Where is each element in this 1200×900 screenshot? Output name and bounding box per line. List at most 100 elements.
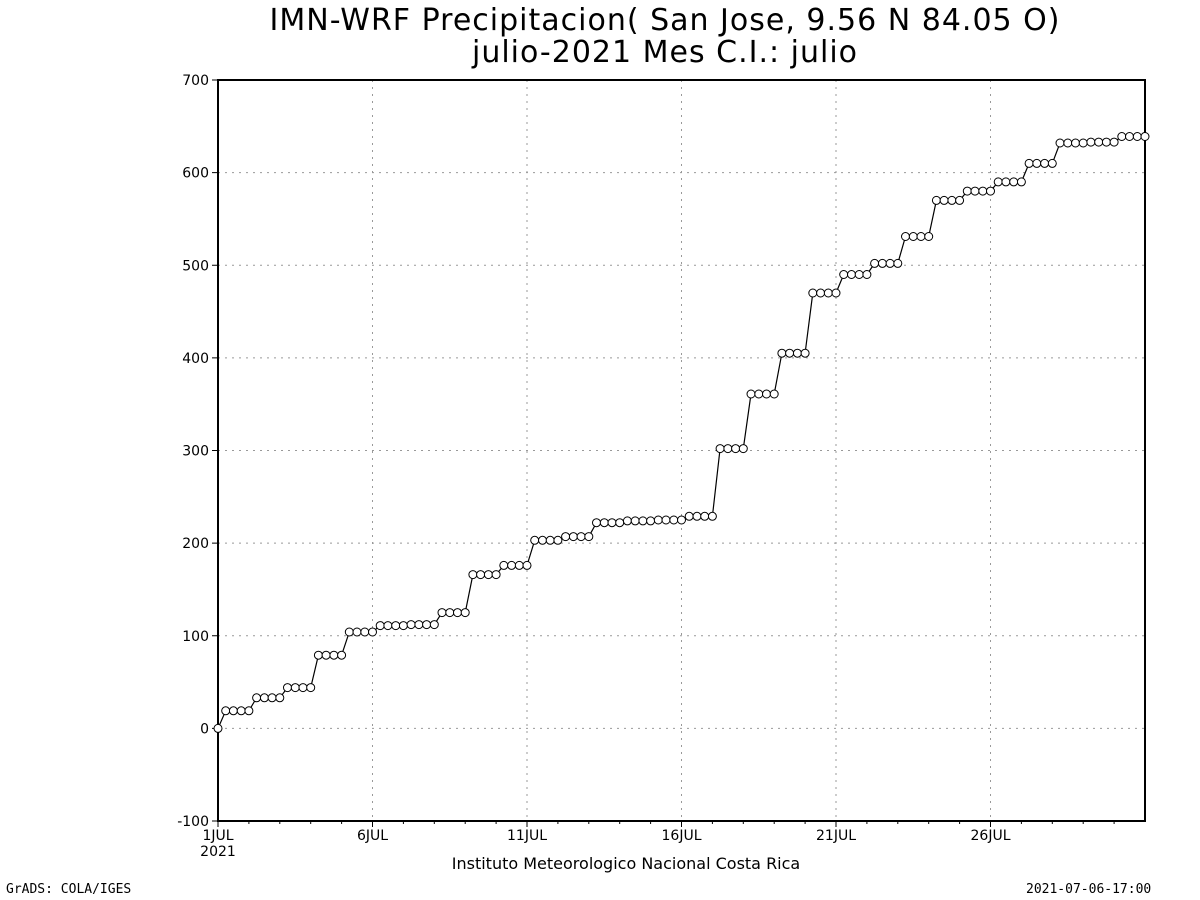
data-point — [313, 650, 323, 660]
data-point — [290, 683, 300, 693]
series-line — [213, 132, 1150, 733]
data-point — [715, 444, 725, 454]
footer-left: GrADS: COLA/IGES — [6, 882, 132, 897]
data-point — [1063, 138, 1073, 148]
data-point — [499, 560, 509, 570]
data-point — [236, 706, 246, 716]
data-point — [993, 177, 1003, 187]
data-point — [530, 535, 540, 545]
data-point — [1117, 132, 1127, 141]
data-point — [1001, 177, 1011, 187]
data-point — [924, 232, 934, 241]
y-tick-label: 500 — [182, 258, 209, 274]
data-point — [1040, 158, 1050, 168]
data-point — [908, 232, 918, 241]
data-point — [731, 444, 741, 454]
data-point — [468, 570, 478, 580]
data-point — [870, 258, 880, 268]
data-point — [792, 348, 802, 358]
data-point — [901, 232, 910, 241]
chart-subtitle: julio-2021 Mes C.I.: julio — [471, 35, 859, 70]
data-point — [607, 518, 617, 528]
data-point — [252, 693, 262, 703]
data-point — [398, 621, 408, 631]
data-point — [522, 560, 532, 570]
data-point — [360, 627, 370, 637]
data-point — [298, 683, 308, 693]
data-point — [592, 518, 601, 528]
data-point — [1016, 177, 1026, 187]
data-point — [854, 270, 864, 279]
y-tick-label: 700 — [182, 73, 209, 89]
data-point — [491, 570, 501, 580]
data-point — [916, 232, 926, 241]
data-point — [831, 288, 841, 298]
data-point — [576, 532, 586, 542]
data-point — [321, 650, 331, 660]
data-point — [638, 516, 648, 526]
data-point — [622, 516, 632, 526]
data-point — [769, 389, 779, 399]
data-point — [213, 723, 223, 733]
data-point — [507, 560, 517, 570]
data-point — [970, 186, 980, 196]
data-point — [329, 650, 339, 660]
data-point — [677, 515, 686, 525]
y-tick-label: -100 — [177, 814, 209, 830]
data-point — [955, 195, 965, 205]
data-point — [391, 621, 401, 631]
data-point — [877, 258, 887, 268]
data-point — [599, 518, 609, 528]
data-point — [630, 516, 640, 526]
data-point — [931, 195, 941, 205]
data-point — [221, 706, 231, 716]
data-point — [1101, 137, 1111, 147]
data-point — [762, 389, 771, 399]
data-point — [375, 621, 385, 631]
data-point — [1109, 137, 1119, 147]
data-point — [476, 570, 486, 580]
x-tick-label: 21JUL — [816, 828, 856, 844]
data-point — [344, 627, 354, 637]
data-point — [978, 186, 988, 196]
y-tick-label: 300 — [182, 444, 209, 460]
data-point — [746, 389, 756, 399]
data-point — [561, 532, 571, 542]
data-point — [646, 516, 656, 526]
data-point — [738, 444, 748, 454]
x-tick-label: 11JUL — [507, 828, 547, 844]
data-point — [1125, 132, 1134, 141]
data-point — [337, 650, 347, 660]
data-point — [723, 444, 733, 454]
data-point — [514, 560, 524, 570]
series-polyline — [217, 135, 1145, 729]
data-point — [1086, 137, 1096, 147]
data-point — [1047, 158, 1057, 168]
data-point — [816, 288, 826, 298]
data-point — [568, 532, 578, 542]
data-point — [1032, 158, 1042, 168]
data-point — [785, 348, 795, 358]
data-point — [808, 288, 818, 298]
data-point — [777, 348, 787, 358]
data-point — [228, 706, 238, 716]
data-point — [669, 515, 679, 525]
data-point — [1140, 132, 1150, 141]
data-point — [1078, 138, 1088, 148]
data-point — [383, 621, 393, 631]
x-tick-label: 26JUL — [971, 828, 1011, 844]
data-point — [754, 389, 764, 399]
data-point — [437, 608, 447, 618]
x-tick-label: 1JUL — [202, 828, 233, 844]
data-point — [352, 627, 362, 637]
data-point — [422, 620, 432, 630]
data-point — [1055, 138, 1065, 148]
y-tick-label: 600 — [182, 166, 209, 182]
data-point — [847, 270, 856, 279]
data-point — [483, 570, 493, 580]
data-point — [406, 620, 416, 630]
data-point — [267, 693, 277, 703]
data-point — [707, 511, 717, 521]
